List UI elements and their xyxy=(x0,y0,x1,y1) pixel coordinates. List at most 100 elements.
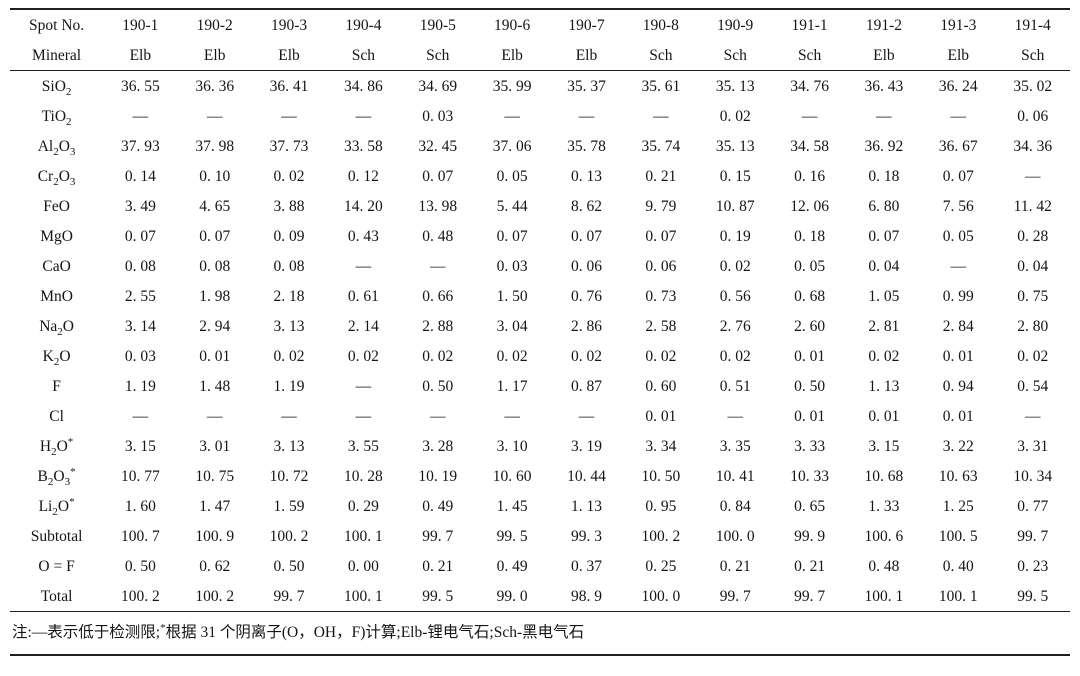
value-cell: 2. 88 xyxy=(422,317,454,335)
value-cell: 99. 5 xyxy=(496,527,528,545)
row-label-O=F: O = F xyxy=(38,557,75,575)
row-label-CaO: CaO xyxy=(42,257,71,275)
value-cell: 2. 94 xyxy=(199,317,231,335)
value-cell: 0. 01 xyxy=(794,347,826,365)
value-cell: 12. 06 xyxy=(790,197,829,215)
spot-column-header: 190-2 xyxy=(196,16,233,34)
value-cell: 0. 50 xyxy=(422,377,454,395)
table-row-FeO: FeO 3. 49 4. 65 3. 88 14. 20 13. 98 5. 44 8. 62… xyxy=(10,191,1070,221)
table-row-Al2O3: Al2O3 37. 93 37. 98 37. 73 33. 58 32. 45 37. 0… xyxy=(10,131,1070,161)
value-cell: 100. 0 xyxy=(715,527,755,545)
value-cell: 0. 04 xyxy=(1017,257,1049,275)
row-label-SiO2: SiO2 xyxy=(41,77,72,98)
value-cell: 10. 34 xyxy=(1013,467,1053,485)
mineral-row: Mineral Elb Elb Elb Sch Sch Elb Elb Sch Sch Sch El… xyxy=(10,40,1070,71)
value-cell: 34. 58 xyxy=(790,137,829,155)
mineral-header: Mineral xyxy=(10,40,104,71)
value-cell: 9. 79 xyxy=(645,197,677,215)
value-cell: 0. 05 xyxy=(496,167,528,185)
value-cell: 0. 43 xyxy=(347,227,379,245)
value-cell: 100. 0 xyxy=(623,581,699,612)
value-cell: 0. 06 xyxy=(1017,107,1049,125)
value-cell: 2. 81 xyxy=(868,317,900,335)
value-cell: 2. 55 xyxy=(124,287,156,305)
value-cell: 36. 36 xyxy=(195,77,235,95)
table-row-K2O: K2O 0. 03 0. 01 0. 02 0. 02 0. 02 0. 02 0. 02 0.… xyxy=(10,341,1070,371)
value-cell: — xyxy=(355,107,372,125)
value-cell: 0. 04 xyxy=(868,257,900,275)
value-cell: 0. 08 xyxy=(273,257,305,275)
value-cell: 10. 50 xyxy=(641,467,681,485)
value-cell: — xyxy=(1024,167,1041,185)
value-cell: 35. 13 xyxy=(715,137,755,155)
value-cell: 0. 73 xyxy=(645,287,677,305)
value-cell: 3. 04 xyxy=(496,317,528,335)
spot-column-header: 190-3 xyxy=(270,16,308,34)
value-cell: 0. 02 xyxy=(1017,347,1049,365)
value-cell: 1. 48 xyxy=(199,377,231,395)
value-cell: 1. 19 xyxy=(124,377,156,395)
table-row-SiO2: SiO2 36. 55 36. 36 36. 41 34. 86 34. 69 35. 99… xyxy=(10,71,1070,102)
row-label-FeO: FeO xyxy=(43,197,70,215)
value-cell: 3. 88 xyxy=(273,197,305,215)
value-cell: 0. 56 xyxy=(719,287,751,305)
row-label-Subtotal: Subtotal xyxy=(30,527,83,545)
table-row-O=F: O = F 0. 50 0. 62 0. 50 0. 00 0. 21 0. 49 0. 37… xyxy=(10,551,1070,581)
value-cell: 0. 19 xyxy=(719,227,751,245)
value-cell: 0. 21 xyxy=(719,557,751,575)
table-row-Li2O*: Li2O* 1. 60 1. 47 1. 59 0. 29 0. 49 1. 45 1. 13… xyxy=(10,491,1070,521)
value-cell: 0. 02 xyxy=(422,347,454,365)
value-cell: — xyxy=(653,107,669,125)
row-label-Cr2O3: Cr2O3 xyxy=(37,167,76,188)
value-cell: 3. 55 xyxy=(347,437,379,455)
row-label-Al2O3: Al2O3 xyxy=(37,137,76,158)
value-cell: 100. 2 xyxy=(641,527,681,545)
mineral-column-header: Sch xyxy=(326,40,401,71)
tourmaline-composition-table: Spot No. 190-1 190-2 190-3 190-4 190-5 190-6 1… xyxy=(10,8,1070,612)
value-cell: 0. 84 xyxy=(719,497,751,515)
spot-column-header: 191-2 xyxy=(865,16,903,34)
value-cell: 99. 5 xyxy=(400,581,475,612)
value-cell: 2. 14 xyxy=(347,317,379,335)
value-cell: 37. 73 xyxy=(269,137,309,155)
value-cell: 0. 05 xyxy=(794,257,826,275)
table-row-MnO: MnO 2. 55 1. 98 2. 18 0. 61 0. 66 1. 50 0. 76 0.… xyxy=(10,281,1070,311)
value-cell: 0. 25 xyxy=(645,557,677,575)
value-cell: 34. 36 xyxy=(1013,137,1053,155)
value-cell: 36. 55 xyxy=(120,77,160,95)
value-cell: 0. 02 xyxy=(273,167,305,185)
value-cell: 0. 99 xyxy=(942,287,974,305)
value-cell: — xyxy=(355,407,372,425)
value-cell: 1. 05 xyxy=(868,287,900,305)
value-cell: 100. 1 xyxy=(846,581,922,612)
value-cell: 99. 7 xyxy=(251,581,327,612)
value-cell: 8. 62 xyxy=(570,197,602,215)
row-label-Cl: Cl xyxy=(49,407,64,425)
value-cell: 3. 22 xyxy=(942,437,974,455)
value-cell: 2. 58 xyxy=(645,317,677,335)
value-cell: 0. 09 xyxy=(273,227,305,245)
value-cell: 6. 80 xyxy=(868,197,900,215)
value-cell: 100. 2 xyxy=(269,527,309,545)
value-cell: 0. 07 xyxy=(496,227,528,245)
value-cell: 36. 41 xyxy=(269,77,309,95)
table-row-H2O*: H2O* 3. 15 3. 01 3. 13 3. 55 3. 28 3. 10 3. 19 3… xyxy=(10,431,1070,461)
value-cell: 0. 13 xyxy=(570,167,602,185)
value-cell: 0. 77 xyxy=(1017,497,1049,515)
value-cell: 3. 14 xyxy=(124,317,156,335)
value-cell: 2. 86 xyxy=(570,317,602,335)
value-cell: 32. 45 xyxy=(418,137,458,155)
value-cell: 0. 37 xyxy=(570,557,602,575)
value-cell: 1. 98 xyxy=(199,287,231,305)
value-cell: — xyxy=(430,257,446,275)
value-cell: 35. 02 xyxy=(1013,77,1053,95)
value-cell: 1. 25 xyxy=(942,497,974,515)
value-cell: 0. 01 xyxy=(794,407,826,425)
value-cell: 14. 20 xyxy=(344,197,383,215)
value-cell: 37. 98 xyxy=(195,137,235,155)
value-cell: 3. 13 xyxy=(273,437,305,455)
value-cell: 0. 07 xyxy=(645,227,677,245)
value-cell: 100. 1 xyxy=(921,581,996,612)
value-cell: 1. 13 xyxy=(868,377,900,395)
